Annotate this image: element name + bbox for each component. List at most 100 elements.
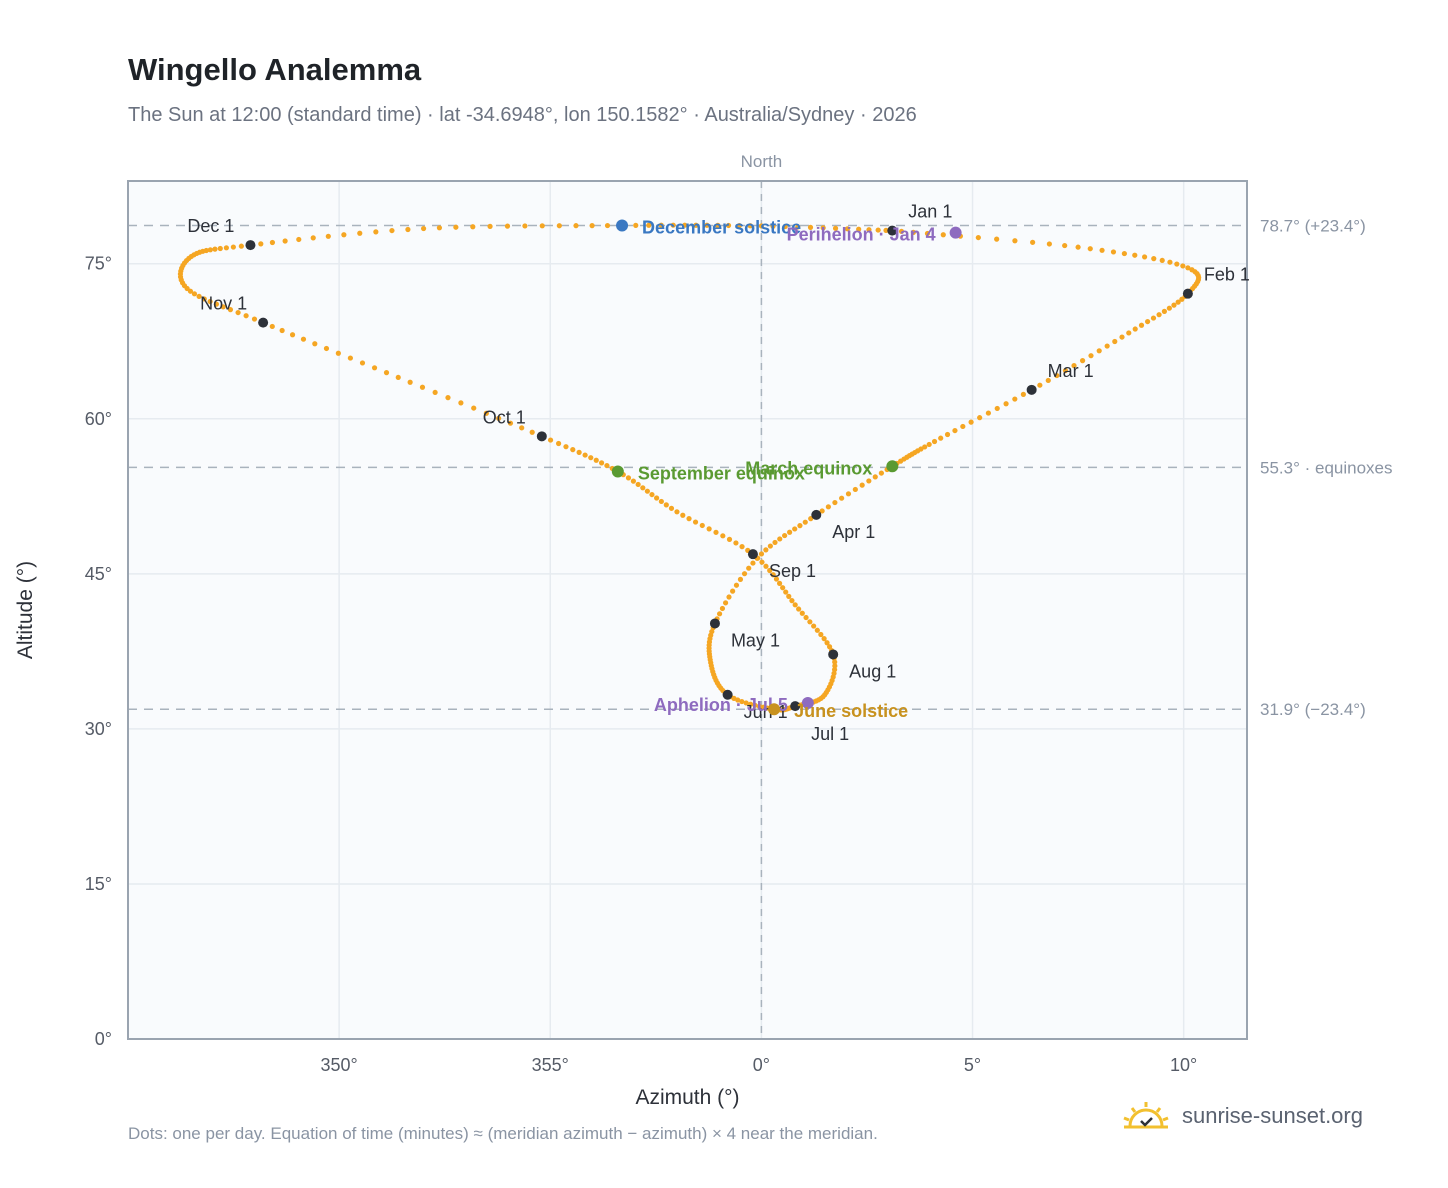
day-dot xyxy=(820,225,826,231)
day-dot xyxy=(875,227,881,233)
day-dot xyxy=(230,244,236,250)
event-marker xyxy=(768,703,781,716)
x-tick-label: 0° xyxy=(753,1055,770,1075)
day-dot xyxy=(582,452,588,458)
day-dot xyxy=(487,223,493,229)
day-dot xyxy=(802,519,808,525)
y-axis-title: Altitude (°) xyxy=(14,561,37,659)
day-dot xyxy=(737,576,744,582)
day-dot xyxy=(832,663,838,669)
day-dot xyxy=(300,336,307,342)
day-dot xyxy=(573,223,579,229)
day-dot xyxy=(235,309,241,316)
day-dot xyxy=(807,224,814,230)
event-marker xyxy=(801,697,814,710)
day-dot xyxy=(799,610,805,616)
day-dot xyxy=(1096,348,1102,354)
day-dot xyxy=(663,502,669,508)
day-dot xyxy=(1121,250,1127,257)
day-dot xyxy=(713,529,719,535)
day-dot xyxy=(994,405,1000,412)
day-dot xyxy=(1099,247,1105,253)
day-dot xyxy=(736,223,742,229)
month-marker xyxy=(722,689,733,700)
day-dot xyxy=(767,567,773,574)
day-dot xyxy=(1167,259,1173,265)
day-dot xyxy=(432,389,438,396)
day-dot xyxy=(556,223,562,229)
day-dot xyxy=(735,697,741,703)
y-tick-label: 75° xyxy=(85,254,112,274)
day-dot xyxy=(519,425,525,431)
day-dot xyxy=(739,698,745,705)
y-tick-label: 15° xyxy=(85,874,112,894)
day-dot xyxy=(1166,305,1172,311)
day-dot xyxy=(1126,330,1132,336)
day-dot xyxy=(588,455,594,461)
day-dot xyxy=(977,415,983,421)
day-dot xyxy=(787,529,793,535)
day-dot xyxy=(1175,299,1181,305)
day-dot xyxy=(269,323,275,330)
day-dot xyxy=(1138,322,1145,328)
day-dot xyxy=(407,379,413,385)
day-dot xyxy=(1132,326,1138,332)
day-dot xyxy=(706,526,712,532)
event-label: December solstice xyxy=(642,217,801,237)
month-label: Dec 1 xyxy=(187,216,234,236)
x-tick-label: 350° xyxy=(321,1055,358,1075)
day-dot xyxy=(223,245,229,251)
day-dot xyxy=(483,410,489,416)
day-dot xyxy=(1179,296,1185,302)
day-dot xyxy=(507,420,514,426)
day-dot xyxy=(1174,261,1180,267)
day-dot xyxy=(1119,334,1125,340)
day-dot xyxy=(1046,241,1052,247)
day-dot xyxy=(704,222,710,228)
day-dot xyxy=(251,316,258,322)
day-dot xyxy=(716,611,723,617)
day-dot xyxy=(1054,372,1060,379)
day-dot xyxy=(866,478,872,484)
day-dot xyxy=(436,225,443,231)
day-dot xyxy=(670,222,676,228)
day-dot xyxy=(924,230,931,237)
day-dot xyxy=(220,304,226,310)
month-marker xyxy=(887,225,898,236)
day-dot xyxy=(207,298,213,305)
day-dot xyxy=(807,619,813,625)
day-dot xyxy=(312,341,318,347)
day-dot xyxy=(763,547,769,553)
day-dot xyxy=(310,235,316,241)
month-marker xyxy=(1026,384,1037,395)
event-label: Perihelion · Jan 4 xyxy=(787,225,936,245)
day-dot xyxy=(795,224,801,230)
day-dot xyxy=(796,606,802,612)
day-dot xyxy=(289,332,296,338)
event-label: Aphelion · Jul 5 xyxy=(654,695,788,715)
month-label: Sep 1 xyxy=(769,561,816,581)
day-dot xyxy=(726,536,733,542)
event-marker xyxy=(949,226,962,239)
day-dot xyxy=(926,441,932,448)
day-dot xyxy=(1020,391,1026,397)
day-dot xyxy=(668,505,675,511)
day-dot xyxy=(279,327,285,334)
y-tick-label: 45° xyxy=(85,564,112,584)
day-dot xyxy=(733,540,739,546)
day-dot xyxy=(1150,315,1157,321)
day-dot xyxy=(213,301,220,307)
day-dot xyxy=(1185,265,1191,271)
day-dot xyxy=(811,623,817,629)
brand[interactable]: sunrise-sunset.org xyxy=(1120,1100,1363,1132)
day-dot xyxy=(1012,396,1018,402)
day-dot xyxy=(832,659,838,665)
month-label: Jul 1 xyxy=(811,724,849,744)
day-dot xyxy=(693,222,699,228)
day-dot xyxy=(649,491,655,498)
day-dot xyxy=(604,222,611,229)
day-dot xyxy=(1112,338,1118,345)
day-dot xyxy=(752,702,758,708)
day-dot xyxy=(1071,363,1077,369)
reference-line-label: 78.7° (+23.4°) xyxy=(1260,216,1366,235)
